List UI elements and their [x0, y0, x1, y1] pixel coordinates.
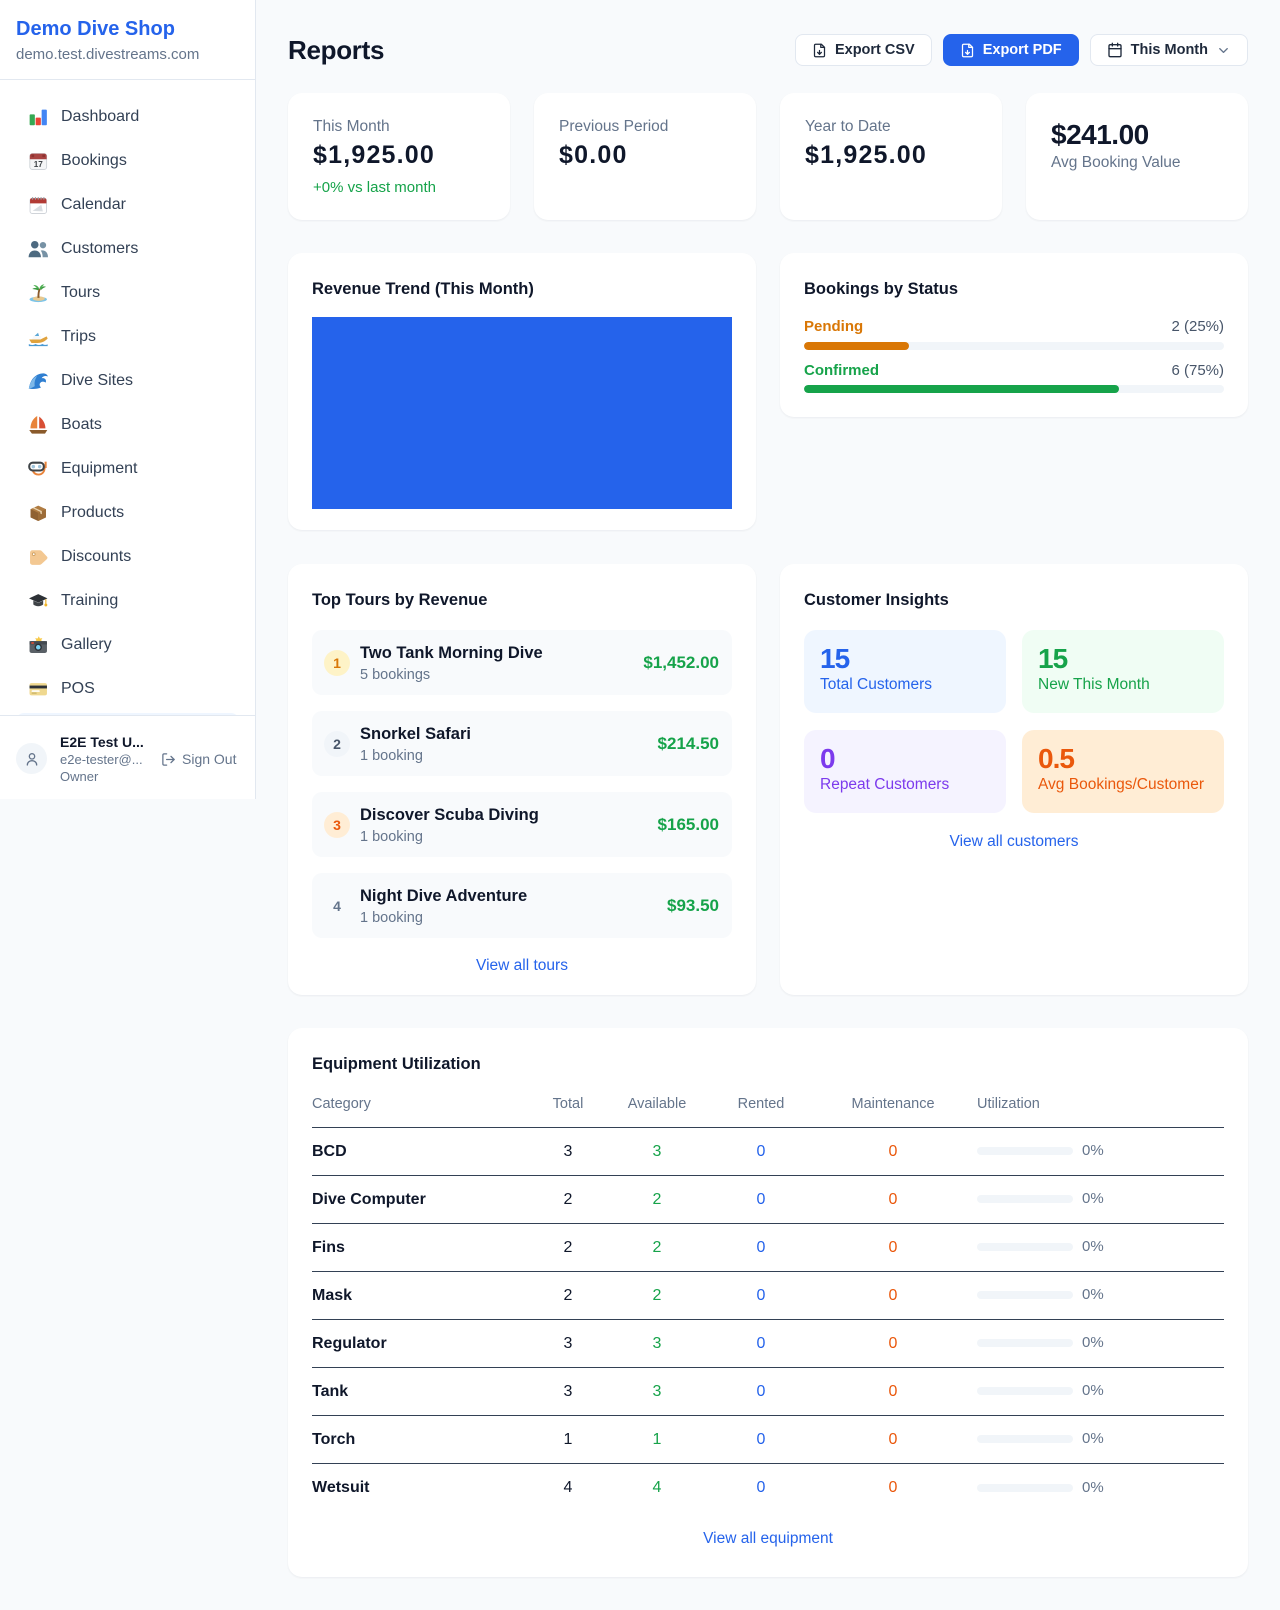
svg-text:17: 17 — [34, 160, 44, 169]
